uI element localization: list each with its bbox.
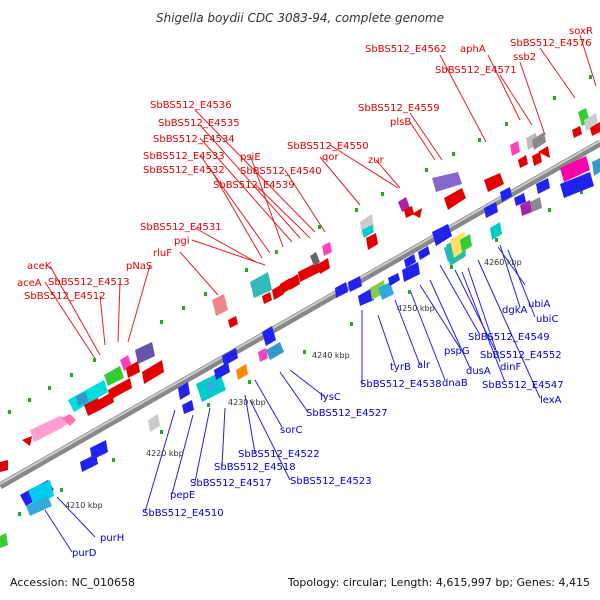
gene-label: SbBS512_E4562 (365, 44, 447, 55)
gene-label: SbBS512_E4522 (238, 449, 320, 460)
gene-label: SbBS512_E4536 (150, 100, 232, 111)
bottom-strand-labels: 4260 kbp ubiA dgkA ubiC SbBS512_E4549 Sb… (72, 258, 564, 559)
gene-label: SbBS512_E4576 (510, 38, 592, 49)
gene-label: SbBS512_E4532 (143, 165, 225, 176)
gc-track-bottom (18, 190, 583, 516)
tick-label: 4250 kbp (397, 304, 435, 313)
gene-label: pgi (174, 236, 189, 247)
gene-label: SbBS512_E4540 (240, 166, 322, 177)
gene-label: SbBS512_E4538 (360, 379, 442, 390)
gene-label: SbBS512_E4523 (290, 476, 372, 487)
gene-label: purH (100, 533, 124, 544)
gene-label: SbBS512_E4531 (140, 222, 222, 233)
gene-label: alr (417, 360, 431, 371)
gene-label: aceA (17, 278, 42, 289)
gene-label: dinF (500, 362, 521, 373)
gene-label: plsB (390, 117, 411, 128)
gene-label: lysC (320, 392, 341, 403)
gene-label: tyrB (390, 362, 411, 373)
gene-label: aceK (27, 261, 52, 272)
gene-label: pNaS (126, 261, 152, 272)
genes-top-strand (0, 108, 600, 472)
gene-label: SbBS512_E4510 (142, 508, 224, 519)
gene-label: SbBS512_E4518 (214, 462, 296, 473)
tick-label: 4230 kbp (228, 398, 266, 407)
tick-label: 4260 kbp (484, 258, 522, 267)
gene-label: SbBS512_E4513 (48, 277, 130, 288)
top-strand-labels: soxR SbBS512_E4562 aphA SbBS512_E4576 Sb… (17, 26, 593, 302)
gene-label: dusA (466, 366, 491, 377)
gene-label: dnaB (442, 378, 468, 389)
gene-label: pspG (444, 346, 470, 357)
gene-label: SbBS512_E4517 (190, 478, 272, 489)
gene-label: SbBS512_E4550 (287, 141, 369, 152)
gene-label: SbBS512_E4512 (24, 291, 106, 302)
gene-label: zur (368, 155, 385, 166)
gc-track-top (8, 75, 592, 414)
accession-text: Accession: NC_010658 (10, 576, 135, 589)
gene-label: lexA (540, 395, 562, 406)
topology-summary: Topology: circular; Length: 4,615,997 bp… (287, 576, 590, 589)
leader-lines (44, 34, 597, 553)
genome-backbone (0, 139, 600, 490)
gene-label: ubiA (528, 299, 550, 310)
gene-label: psiE (240, 152, 261, 163)
gene-label: SbBS512_E4547 (482, 380, 564, 391)
gene-label: SbBS512_E4534 (153, 134, 235, 145)
gene-label: ubiC (536, 314, 558, 325)
gene-label: qor (322, 152, 339, 163)
kbp-ticks: 4210 kbp 4220 kbp 4230 kbp 4240 kbp 4250… (65, 304, 435, 510)
genes-bottom-strand (0, 156, 600, 548)
gene-label: SbBS512_E4559 (358, 103, 440, 114)
gene-label: ssb2 (513, 52, 536, 63)
gene-label: SbBS512_E4539 (213, 180, 295, 191)
gene-label: SbBS512_E4571 (435, 65, 517, 76)
gene-label: dgkA (502, 305, 527, 316)
map-title: Shigella boydii CDC 3083-94, complete ge… (156, 11, 444, 25)
gene-label: pepE (170, 490, 195, 501)
tick-label: 4210 kbp (65, 501, 103, 510)
gene-label: purD (72, 548, 97, 559)
gene-label: aphA (460, 44, 486, 55)
gene-label: SbBS512_E4552 (480, 350, 562, 361)
gene-label: soxR (569, 26, 593, 37)
gene-label: SbBS512_E4533 (143, 151, 225, 162)
tick-label: 4220 kbp (146, 449, 184, 458)
gene-label: SbBS512_E4535 (158, 118, 240, 129)
tick-label: 4240 kbp (312, 351, 350, 360)
gene-label: SbBS512_E4549 (468, 332, 550, 343)
gene-label: sorC (280, 425, 302, 436)
gene-label: rluF (153, 248, 172, 259)
gene-label: SbBS512_E4527 (306, 408, 388, 419)
